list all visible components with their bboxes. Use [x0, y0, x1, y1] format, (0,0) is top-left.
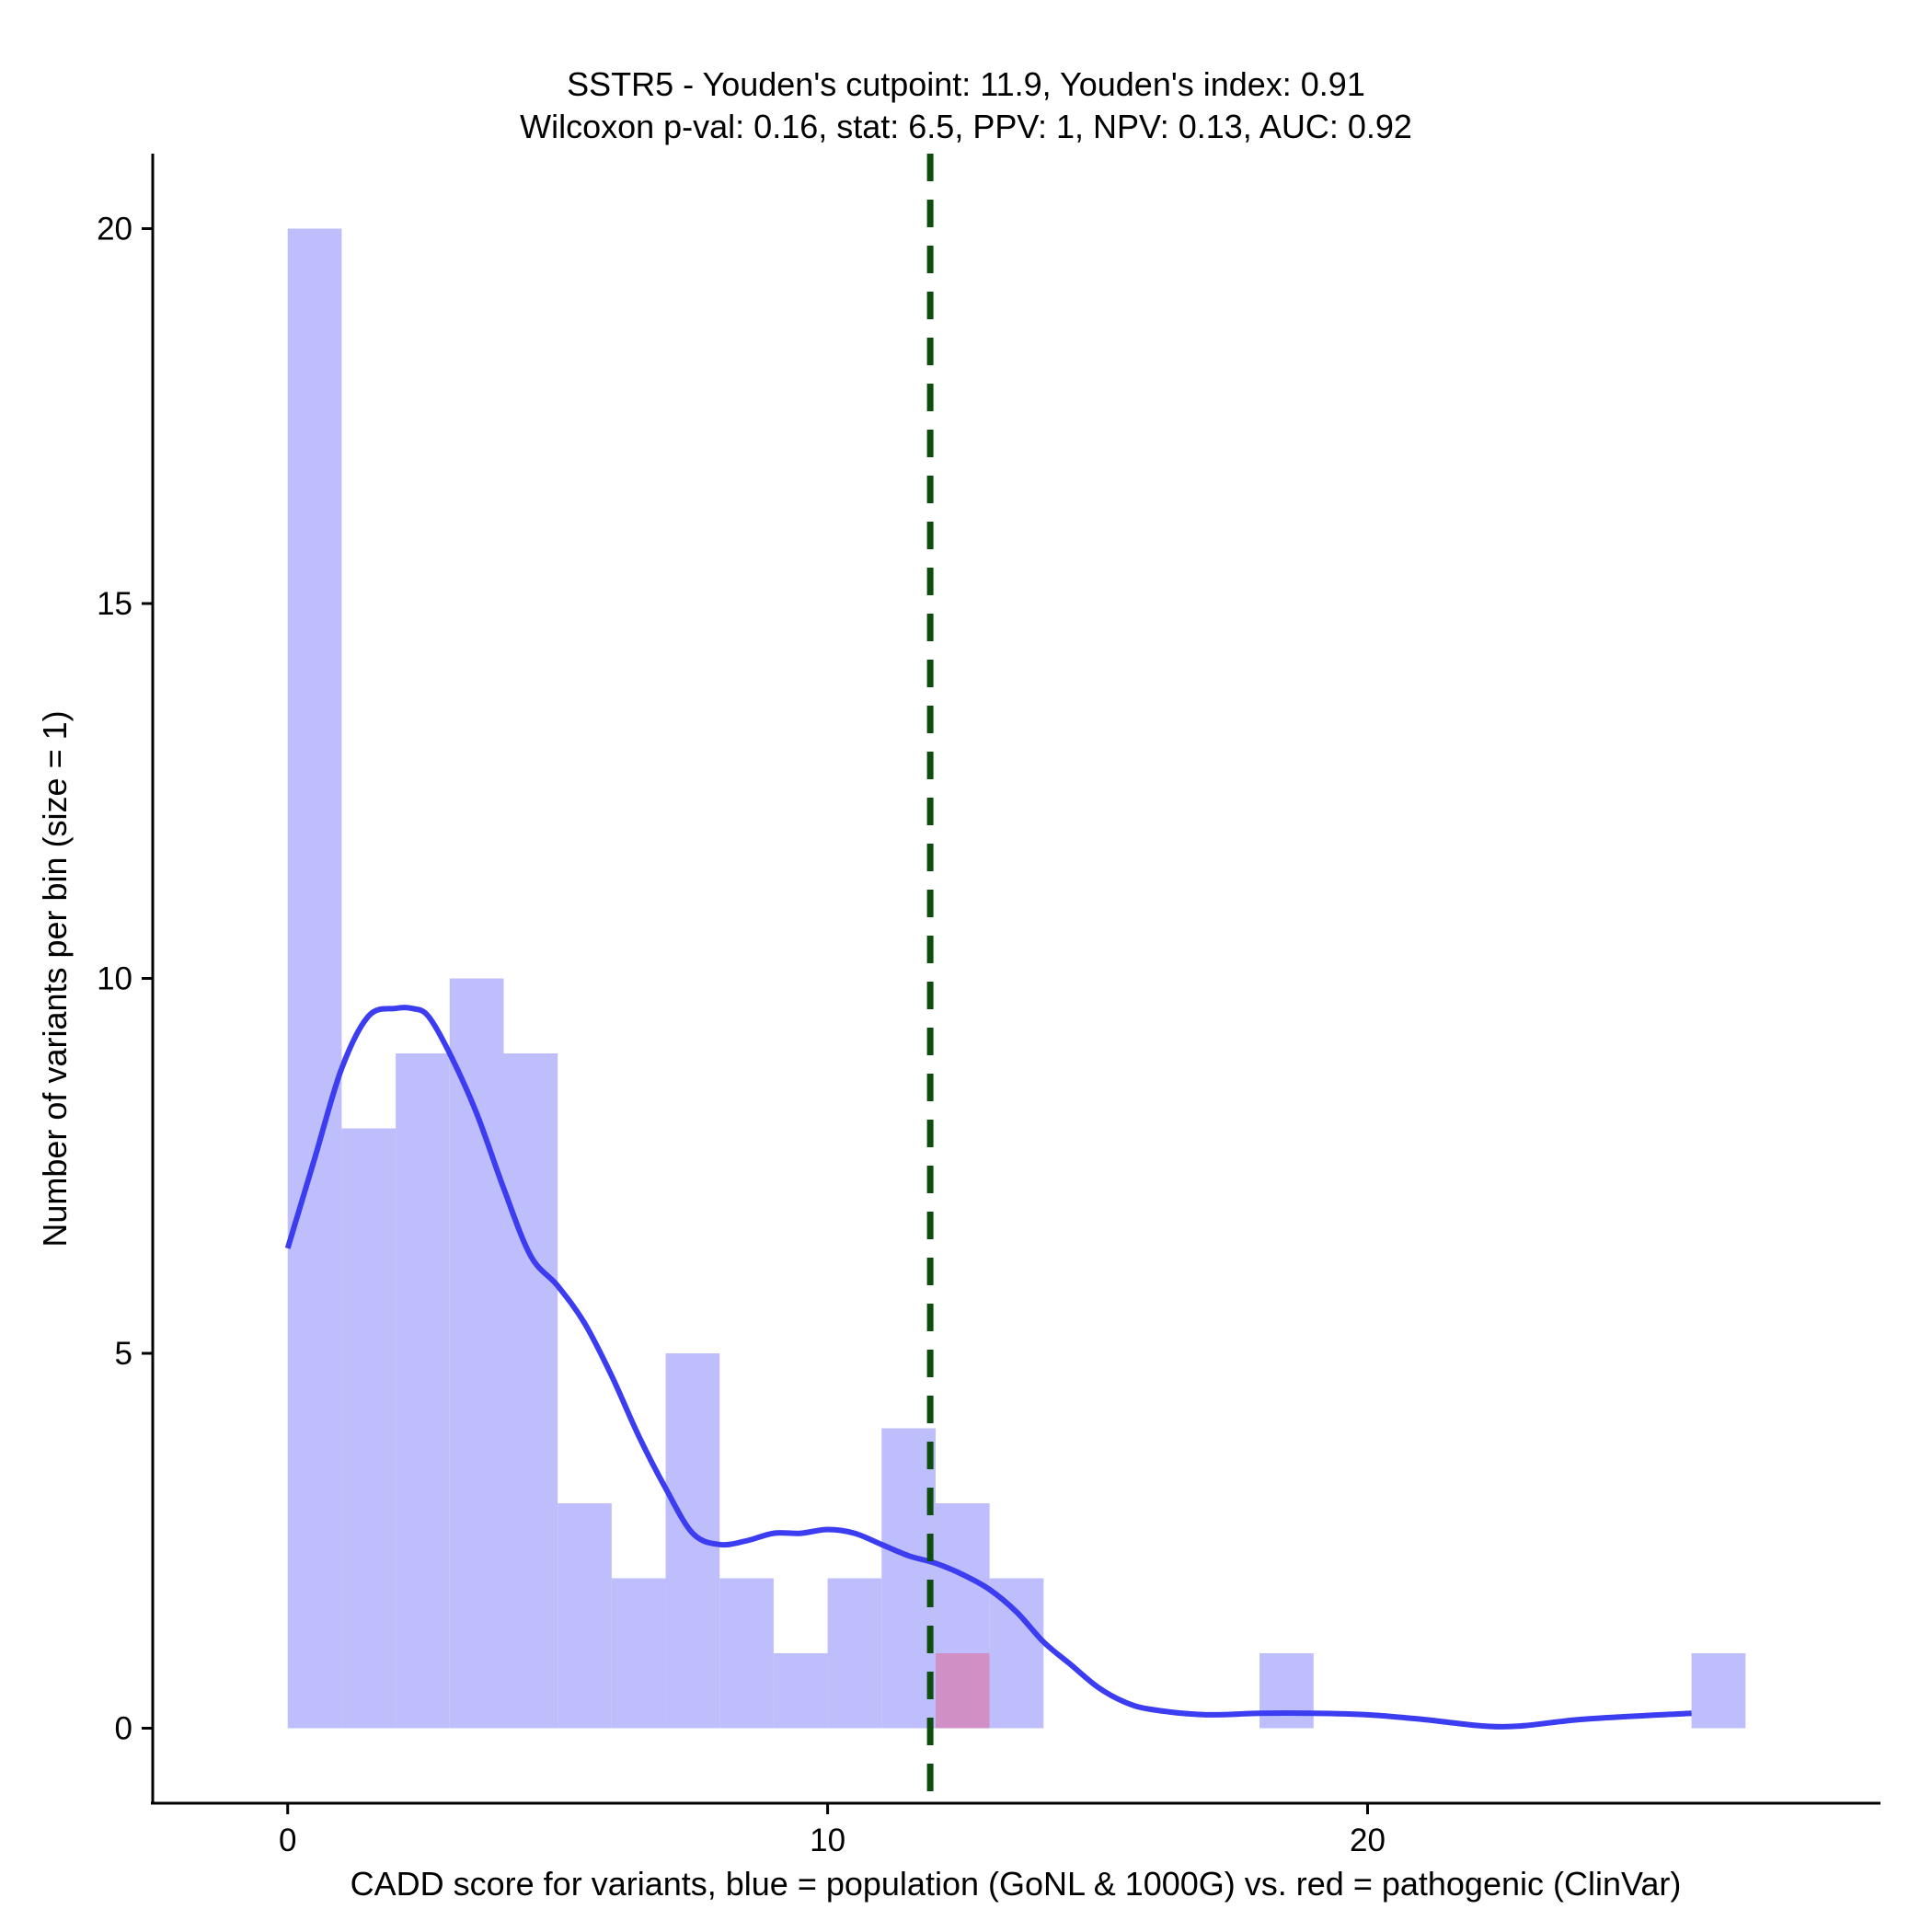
population-bar — [341, 1128, 397, 1729]
x-tick-label: 10 — [810, 1823, 845, 1858]
population-bar — [287, 228, 342, 1729]
pathogenic-bars — [935, 1653, 990, 1729]
population-bar — [881, 1428, 936, 1729]
population-bars — [287, 228, 1746, 1729]
x-tick-label: 20 — [1350, 1823, 1386, 1858]
population-bar — [719, 1578, 774, 1729]
y-tick-label: 5 — [115, 1336, 132, 1372]
y-tick-label: 20 — [97, 212, 132, 247]
population-bar — [773, 1653, 828, 1729]
x-tick-label: 0 — [279, 1823, 296, 1858]
chart-subtitle: Wilcoxon p-val: 0.16, stat: 6.5, PPV: 1,… — [520, 108, 1412, 145]
y-tick-label: 0 — [115, 1711, 132, 1747]
chart-title: SSTR5 - Youden's cutpoint: 11.9, Youden'… — [567, 65, 1365, 103]
y-tick-label: 10 — [97, 961, 132, 997]
x-axis-title: CADD score for variants, blue = populati… — [351, 1865, 1682, 1903]
population-bar — [503, 1053, 558, 1729]
population-bar — [611, 1578, 666, 1729]
population-bar — [396, 1053, 450, 1729]
y-axis-title: Number of variants per bin (size = 1) — [36, 710, 74, 1247]
y-ticks: 0 5 10 15 20 — [97, 212, 153, 1747]
density-layer — [284, 1005, 1692, 1730]
population-bar — [558, 1503, 612, 1729]
pathogenic-bar — [935, 1653, 990, 1729]
x-ticks: 0 10 20 — [279, 1803, 1386, 1858]
population-bar — [989, 1578, 1044, 1729]
population-bar — [449, 978, 504, 1729]
population-bar — [1259, 1653, 1314, 1729]
population-bar — [827, 1578, 882, 1729]
population-bar — [1691, 1653, 1746, 1729]
density-curve — [284, 1005, 1692, 1730]
y-tick-label: 15 — [97, 586, 132, 622]
